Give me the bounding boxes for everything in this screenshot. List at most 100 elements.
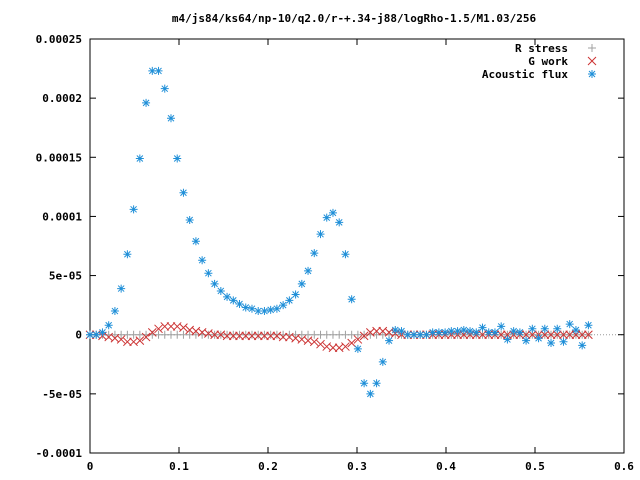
- data-point: [291, 290, 300, 299]
- data-point: [385, 336, 394, 345]
- data-point: [247, 331, 257, 341]
- data-point: [540, 324, 549, 333]
- data-point: [135, 336, 145, 345]
- data-point: [260, 331, 269, 341]
- y-tick-label: -0.0001: [36, 447, 83, 460]
- data-point: [247, 304, 256, 313]
- chart-title: m4/js84/ks64/np-10/q2.0/r-+.34-j88/logRh…: [172, 12, 537, 25]
- data-point: [559, 337, 568, 346]
- data-point: [166, 114, 175, 123]
- data-point: [160, 84, 169, 93]
- x-tick-label: 0.4: [436, 460, 456, 473]
- data-point: [316, 339, 325, 349]
- data-point: [577, 330, 587, 340]
- data-point: [223, 292, 232, 301]
- data-point: [447, 327, 456, 336]
- data-point: [484, 328, 493, 337]
- data-point: [322, 213, 331, 222]
- data-point: [142, 98, 151, 107]
- data-point: [360, 379, 369, 388]
- y-tick-label: -5e-05: [42, 388, 82, 401]
- data-point: [515, 328, 524, 337]
- data-point: [304, 266, 313, 275]
- data-point: [135, 154, 144, 163]
- data-point: [185, 215, 194, 224]
- data-point: [534, 334, 543, 343]
- data-point: [584, 330, 593, 340]
- data-point: [335, 218, 344, 227]
- legend-marker: [588, 70, 596, 78]
- data-point: [117, 284, 126, 293]
- data-point: [266, 305, 275, 314]
- data-point: [328, 208, 337, 217]
- y-tick-label: 0.00015: [36, 151, 82, 164]
- series-g-work: [85, 322, 593, 353]
- x-tick-label: 0.6: [614, 460, 634, 473]
- data-point: [166, 322, 176, 331]
- data-point: [310, 249, 319, 258]
- data-point: [216, 286, 225, 295]
- data-point: [123, 250, 132, 259]
- data-point: [503, 335, 512, 344]
- data-point: [129, 205, 138, 214]
- data-point: [253, 331, 263, 341]
- data-point: [459, 325, 468, 334]
- data-point: [241, 331, 251, 341]
- data-point: [154, 324, 163, 334]
- x-tick-label: 0.1: [169, 460, 189, 473]
- data-point: [522, 336, 531, 345]
- data-point: [584, 321, 593, 330]
- data-point: [497, 322, 506, 331]
- data-point: [179, 323, 188, 332]
- data-point: [472, 328, 481, 337]
- data-point: [372, 379, 381, 388]
- data-point: [478, 323, 487, 332]
- data-point: [123, 337, 132, 347]
- legend-marker: [588, 44, 596, 52]
- data-point: [179, 188, 188, 197]
- x-tick-label: 0.3: [347, 460, 367, 473]
- data-point: [391, 325, 400, 334]
- data-point: [366, 389, 375, 398]
- data-point: [222, 331, 232, 341]
- data-point: [198, 256, 207, 265]
- data-point: [228, 331, 238, 341]
- data-point: [347, 295, 356, 304]
- data-point: [229, 296, 238, 305]
- data-point: [210, 330, 219, 340]
- data-point: [571, 325, 580, 334]
- data-point: [553, 324, 562, 333]
- data-point: [397, 327, 406, 336]
- data-point: [297, 279, 306, 288]
- data-point: [353, 344, 362, 353]
- data-point: [359, 331, 369, 341]
- data-point: [578, 341, 587, 350]
- data-point: [260, 307, 269, 316]
- legend-label: Acoustic flux: [482, 68, 568, 81]
- data-point: [565, 330, 575, 340]
- data-point: [428, 328, 437, 337]
- x-tick-label: 0.5: [525, 460, 545, 473]
- data-point: [278, 332, 288, 342]
- data-point: [453, 327, 462, 336]
- y-tick-label: 0.0002: [42, 92, 82, 105]
- data-point: [403, 330, 412, 339]
- data-point: [347, 338, 357, 348]
- data-point: [279, 301, 288, 310]
- data-point: [86, 330, 94, 339]
- data-point: [285, 296, 294, 305]
- data-point: [416, 330, 425, 339]
- data-point: [235, 331, 244, 341]
- data-point: [372, 326, 381, 336]
- data-point: [147, 327, 157, 337]
- data-point: [328, 343, 338, 353]
- data-point: [116, 335, 126, 344]
- data-point: [110, 307, 119, 316]
- data-point: [528, 324, 537, 333]
- axes: 0 0.1 0.2 0.3 0.4 0.5 0.6 -0.0001 -5e-05 0 5e-05 0.…: [36, 33, 635, 473]
- y-tick-label: 0.0001: [42, 210, 82, 223]
- data-point: [104, 321, 113, 330]
- x-tick-label: 0.2: [258, 460, 278, 473]
- data-point: [266, 331, 276, 341]
